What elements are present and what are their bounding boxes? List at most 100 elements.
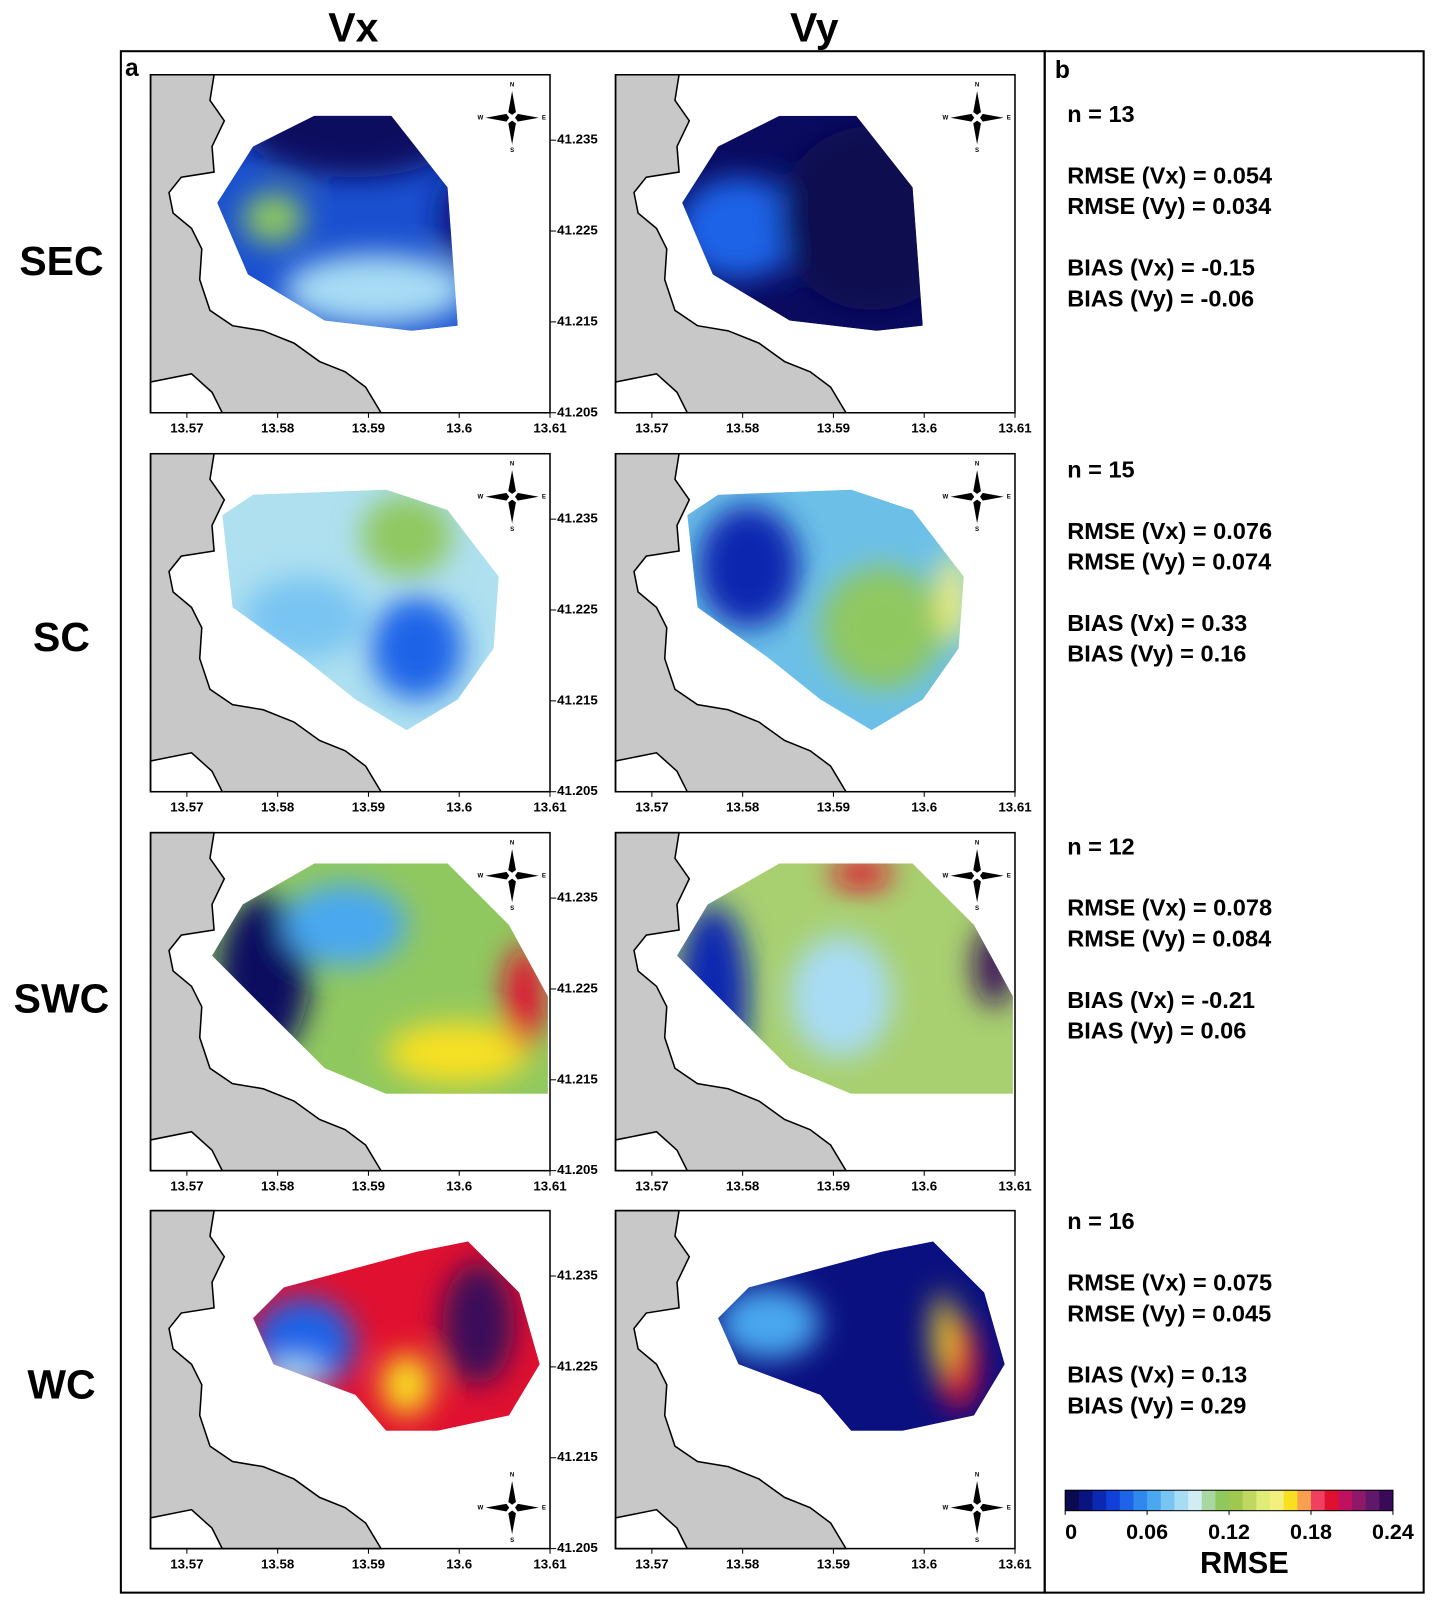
compass-letter: W — [942, 872, 948, 879]
compass-letter: W — [477, 493, 483, 500]
stat-text: RMSE (Vx) = 0.078 — [1067, 895, 1272, 921]
compass-letter: E — [542, 493, 546, 500]
colorbar-label: RMSE — [1200, 1545, 1289, 1580]
x-tick-label: 13.57 — [635, 421, 668, 436]
colorbar-swatch — [1351, 1490, 1367, 1511]
colorbar-swatch — [1174, 1490, 1189, 1511]
compass-letter: E — [542, 1504, 546, 1511]
compass-letter: W — [942, 493, 948, 500]
colorbar-tick-label: 0.18 — [1290, 1520, 1332, 1544]
field-blob — [283, 883, 407, 966]
x-tick-label: 13.58 — [726, 800, 759, 815]
field-blob — [381, 1353, 433, 1416]
frame-b — [1043, 50, 1425, 1594]
panel-border — [614, 831, 1016, 1172]
stat-text: RMSE (Vx) = 0.075 — [1067, 1270, 1272, 1296]
stat-text: BIAS (Vy) = 0.16 — [1067, 641, 1246, 667]
compass-letter: N — [975, 82, 980, 89]
y-tick-label: 41.235 — [557, 890, 598, 905]
compass-star — [501, 107, 523, 128]
colorbar-swatch — [1188, 1490, 1203, 1511]
x-tick-label: 13.61 — [533, 1556, 567, 1571]
compass-letter: E — [542, 114, 546, 121]
compass-star — [501, 865, 523, 886]
field-blobs — [717, 1287, 980, 1411]
y-tick-label: 41.205 — [557, 783, 598, 798]
x-tick-label: 13.6 — [911, 800, 937, 815]
contour-field — [717, 1241, 1005, 1431]
colorbar-swatch — [1379, 1490, 1394, 1511]
row-label: WC — [27, 1362, 95, 1408]
colorbar-swatch — [1106, 1490, 1121, 1511]
colorbar-swatch — [1229, 1490, 1244, 1511]
stat-text: RMSE (Vy) = 0.074 — [1067, 549, 1271, 575]
compass: N E S W — [942, 1471, 1010, 1544]
panel-border — [149, 452, 551, 793]
y-tick-label: 41.225 — [557, 223, 598, 238]
stat-text: RMSE (Vx) = 0.076 — [1067, 518, 1272, 544]
panel-border — [149, 73, 551, 414]
colorbar-swatch — [1270, 1490, 1285, 1511]
colorbar-swatch — [1065, 1490, 1080, 1511]
x-tick-label: 13.57 — [635, 1556, 668, 1571]
compass-letter: N — [510, 1471, 515, 1478]
stat-text: BIAS (Vx) = -0.15 — [1067, 255, 1255, 281]
stat-text: RMSE (Vy) = 0.034 — [1067, 193, 1271, 219]
x-tick-label: 13.58 — [726, 1179, 759, 1194]
x-tick-label: 13.6 — [446, 1556, 472, 1571]
compass-letter: N — [510, 461, 515, 468]
x-tick-label: 13.59 — [817, 1179, 850, 1194]
compass-letter: W — [477, 1504, 483, 1511]
compass-letter: E — [1007, 872, 1011, 879]
y-tick-label: 41.235 — [557, 1268, 598, 1283]
colorbar-swatch — [1119, 1490, 1134, 1511]
colorbar-tick-label: 0 — [1065, 1520, 1077, 1544]
colorbar-swatch — [1160, 1490, 1175, 1511]
compass-letter: S — [975, 1537, 979, 1544]
field-blob — [830, 863, 893, 890]
x-tick-label: 13.57 — [170, 1556, 203, 1571]
x-tick-label: 13.57 — [635, 800, 668, 815]
compass-letter: N — [975, 461, 980, 468]
land — [614, 1209, 848, 1550]
colorbar-swatch — [1324, 1490, 1339, 1511]
land — [149, 452, 383, 793]
x-tick-label: 13.58 — [261, 1556, 294, 1571]
compass-letter: S — [510, 905, 514, 912]
stat-text: n = 15 — [1067, 456, 1134, 482]
field-blobs — [217, 883, 545, 1084]
x-tick-label: 13.61 — [533, 800, 567, 815]
y-tick-label: 41.205 — [557, 1540, 598, 1555]
x-tick-label: 13.59 — [817, 1556, 850, 1571]
x-tick-label: 13.57 — [170, 800, 203, 815]
compass-letter: S — [975, 147, 979, 154]
x-tick-label: 13.61 — [533, 421, 567, 436]
row-label: SWC — [14, 975, 110, 1021]
panel-border — [614, 73, 1016, 414]
land — [614, 452, 848, 793]
x-tick-label: 13.61 — [998, 1556, 1032, 1571]
colorbar-swatch — [1215, 1490, 1230, 1511]
panel-border — [149, 1209, 551, 1550]
compass-letter: E — [1007, 493, 1011, 500]
field-blob — [242, 115, 458, 178]
x-tick-label: 13.61 — [998, 1179, 1032, 1194]
panel-label: a — [125, 55, 139, 82]
compass-letter: W — [942, 1504, 948, 1511]
x-tick-label: 13.61 — [998, 421, 1032, 436]
field-blob — [370, 597, 463, 700]
compass-letter: E — [1007, 114, 1011, 121]
compass-letter: W — [942, 114, 948, 121]
compass-letter: S — [975, 526, 979, 533]
compass-star — [966, 107, 988, 128]
colorbar-swatch — [1297, 1490, 1312, 1511]
compass-letter: N — [510, 82, 515, 89]
panel-border — [614, 1209, 1016, 1550]
compass: N E S W — [942, 840, 1010, 913]
field-blob — [717, 1287, 821, 1360]
land — [614, 73, 848, 414]
field-blob — [242, 192, 305, 244]
compass-letter: S — [975, 905, 979, 912]
